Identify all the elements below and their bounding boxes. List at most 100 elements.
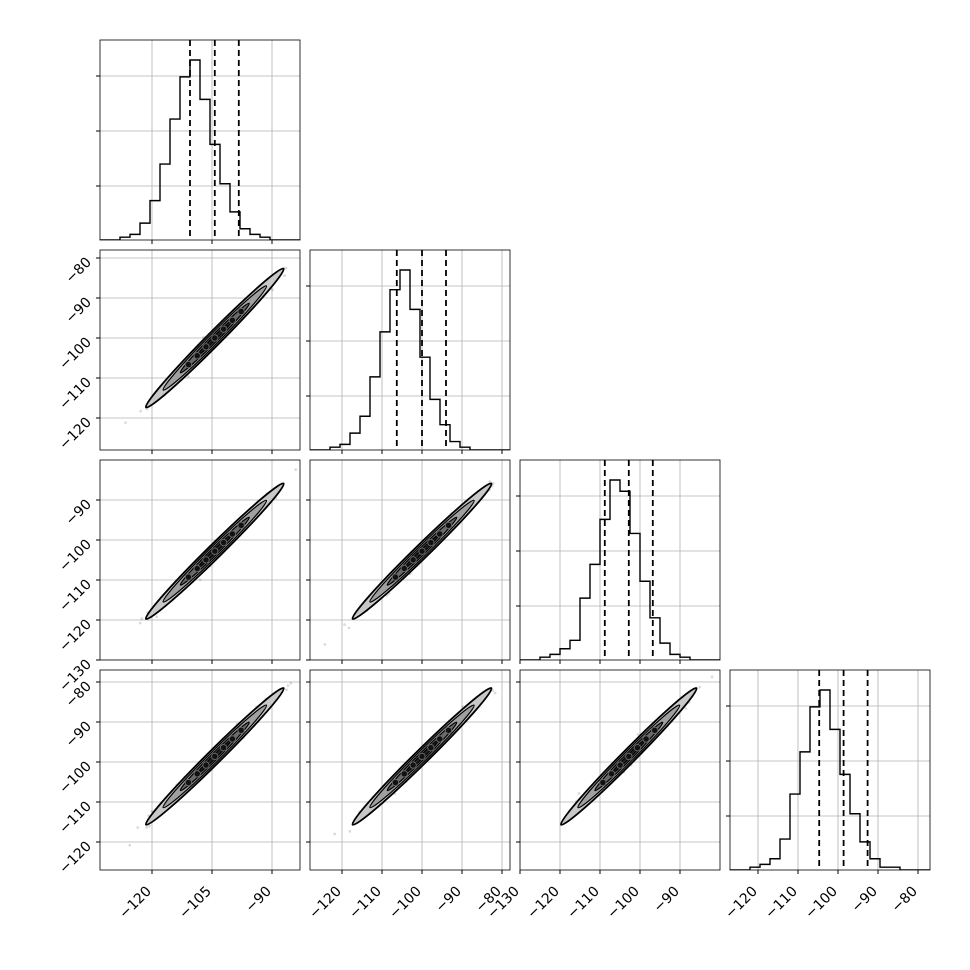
panel-content [100,670,300,870]
scatter-panel-3-0: −120 −105 −90−120−110−100−90−80 [56,669,301,923]
density-peak [202,343,210,351]
scatter-point [187,375,190,379]
scatter-point [139,409,143,413]
panel-content [310,670,510,870]
scatter-point [136,826,140,829]
y-tick-label: −120 [56,617,95,656]
density-peak [237,521,245,529]
density-peak [193,564,201,573]
density-peak [237,726,245,734]
density-peak [625,752,633,761]
scatter-point [148,824,151,828]
scatter-point [710,675,714,679]
density-peak [607,770,616,778]
density-peak [400,564,408,573]
scatter-panel-1-0: −120−110−100 −90 −80 [56,249,301,454]
density-peak [237,307,245,316]
x-tick-label: −100 [386,884,425,923]
y-tick-label: −120 [56,839,95,878]
density-peak [193,352,201,360]
density-peak [202,556,210,564]
x-tick-label: −120 [524,884,563,923]
density-peak [444,726,453,734]
panel-content [520,670,720,870]
density-peak [427,538,435,547]
histogram-step [310,269,510,450]
scatter-point [333,832,337,836]
scatter-point [284,688,288,692]
panel-content [100,460,300,660]
scatter-panel-2-0: −130−120−110−100−90 [56,459,301,695]
scatter-point [145,826,149,829]
x-tick-label: −120 [116,884,155,923]
hist-panel-3: −120 −110 −100 −90 −80 [722,669,931,923]
hist-panel-2 [516,459,721,664]
scatter-point [284,266,288,270]
density-peak [651,726,659,734]
hist-panel-1 [306,249,511,454]
scatter-point [347,626,351,630]
y-tick-label: −110 [56,375,95,414]
density-peak [184,360,193,369]
scatter-point [155,615,159,619]
panel-frame [729,669,931,871]
x-tick-label: −80 [889,884,921,916]
scatter-point [323,643,327,646]
scatter-point [283,274,286,278]
density-peak [211,752,219,761]
y-tick-label: −90 [63,719,95,751]
x-tick-label: −100 [802,884,841,923]
density-peak [228,735,237,743]
scatter-point [138,621,142,625]
scatter-point [636,732,640,736]
panel-frame [309,669,511,871]
y-tick-label: −100 [56,759,95,798]
density-peak [409,556,417,564]
x-tick-label: −120 [722,884,761,923]
density-peak [228,316,237,324]
density-peak [616,761,624,769]
density-peak [219,743,228,752]
scatter-point [128,843,132,847]
y-tick-label: −120 [56,415,95,454]
scatter-point [493,691,497,695]
density-peak [193,770,201,778]
panel-frame [519,669,721,871]
panel-frame [309,249,511,451]
density-peak [599,778,607,787]
x-tick-label: −100 [604,884,643,923]
panel-content [730,670,930,870]
density-peak [184,778,193,787]
scatter-point [198,578,202,582]
scatter-panel-2-1 [306,459,511,664]
scatter-point [289,681,293,685]
scatter-panel-3-2: −130 −120 −110 −100 −90 [484,669,721,923]
scatter-point [294,468,298,472]
scatter-point [348,829,352,833]
y-tick-label: −110 [56,577,95,616]
scatter-point [698,685,702,689]
panel-frame [99,459,301,661]
panel-frame [99,249,301,451]
y-tick-label: −80 [63,255,95,287]
histogram-step [730,689,930,870]
density-peak [391,778,400,787]
x-tick-label: −105 [176,884,215,923]
density-peak [436,735,444,743]
panel-frame [309,459,511,661]
scatter-point [286,684,290,687]
y-tick-label: −90 [63,497,95,529]
density-peak [202,761,210,769]
y-tick-label: −110 [56,799,95,838]
y-tick-label: −90 [63,295,95,327]
scatter-panel-3-1: −120 −110 −100 −90 −80 [306,669,511,923]
scatter-point [491,482,495,486]
scatter-point [140,617,144,621]
density-peak [633,743,642,752]
density-peak [444,521,453,529]
y-tick-label: −100 [56,537,95,576]
panel-frame [519,459,721,661]
x-tick-label: −90 [849,884,881,916]
panel-content [310,460,510,660]
